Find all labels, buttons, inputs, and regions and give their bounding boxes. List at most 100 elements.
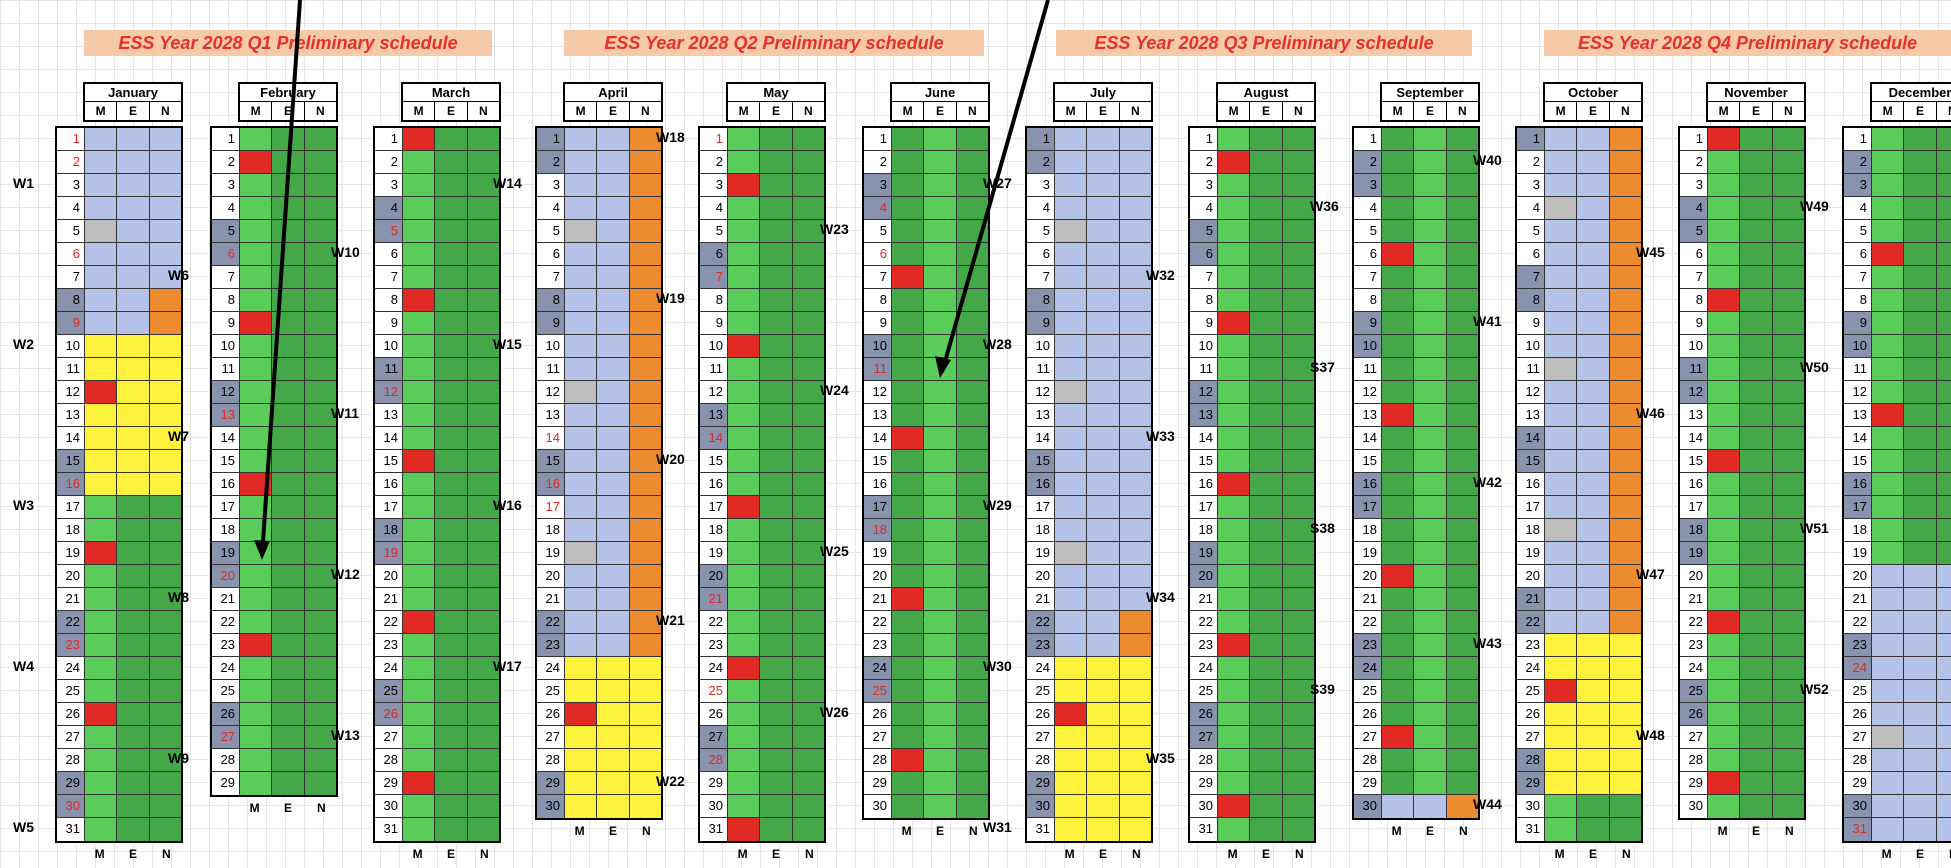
shift-cell[interactable] <box>1609 657 1641 679</box>
shift-cell[interactable] <box>117 335 150 357</box>
shift-cell[interactable] <box>435 450 468 472</box>
shift-cell[interactable] <box>1282 588 1314 610</box>
shift-cell[interactable] <box>1740 657 1773 679</box>
shift-cell[interactable] <box>1740 174 1773 196</box>
shift-cell[interactable] <box>1055 588 1088 610</box>
shift-cell[interactable] <box>1087 749 1120 771</box>
shift-cell[interactable] <box>1382 174 1415 196</box>
shift-cell[interactable] <box>760 496 793 518</box>
shift-cell[interactable] <box>304 220 336 242</box>
shift-cell[interactable] <box>1218 358 1251 380</box>
shift-cell[interactable] <box>1936 680 1951 702</box>
shift-cell[interactable] <box>1772 795 1804 818</box>
shift-cell[interactable] <box>924 657 957 679</box>
shift-cell[interactable] <box>1936 335 1951 357</box>
shift-cell[interactable] <box>1577 565 1610 587</box>
shift-cell[interactable] <box>1872 473 1905 495</box>
shift-cell[interactable] <box>1414 749 1447 771</box>
shift-cell[interactable] <box>435 358 468 380</box>
shift-cell[interactable] <box>760 243 793 265</box>
shift-cell[interactable] <box>728 634 761 656</box>
shift-cell[interactable] <box>1087 128 1120 150</box>
shift-cell[interactable] <box>956 565 988 587</box>
shift-cell[interactable] <box>792 128 824 150</box>
shift-cell[interactable] <box>792 611 824 633</box>
shift-cell[interactable] <box>1250 266 1283 288</box>
shift-cell[interactable] <box>85 174 118 196</box>
shift-cell[interactable] <box>1055 519 1088 541</box>
shift-cell[interactable] <box>597 404 630 426</box>
shift-cell[interactable] <box>1740 749 1773 771</box>
shift-cell[interactable] <box>1708 312 1741 334</box>
shift-cell[interactable] <box>629 427 661 449</box>
shift-cell[interactable] <box>1087 266 1120 288</box>
shift-cell[interactable] <box>1904 795 1937 817</box>
shift-cell[interactable] <box>149 565 181 587</box>
shift-cell[interactable] <box>1087 772 1120 794</box>
shift-cell[interactable] <box>1772 680 1804 702</box>
shift-cell[interactable] <box>1904 565 1937 587</box>
shift-cell[interactable] <box>629 496 661 518</box>
shift-cell[interactable] <box>240 197 273 219</box>
shift-cell[interactable] <box>1545 588 1578 610</box>
shift-cell[interactable] <box>1282 220 1314 242</box>
shift-cell[interactable] <box>892 128 925 150</box>
shift-cell[interactable] <box>1936 450 1951 472</box>
shift-cell[interactable] <box>1055 243 1088 265</box>
shift-cell[interactable] <box>1055 542 1088 564</box>
shift-cell[interactable] <box>1446 404 1478 426</box>
shift-cell[interactable] <box>117 657 150 679</box>
shift-cell[interactable] <box>1577 289 1610 311</box>
shift-cell[interactable] <box>1414 381 1447 403</box>
shift-cell[interactable] <box>1446 496 1478 518</box>
shift-cell[interactable] <box>1740 565 1773 587</box>
shift-cell[interactable] <box>565 542 598 564</box>
shift-cell[interactable] <box>597 197 630 219</box>
shift-cell[interactable] <box>85 427 118 449</box>
shift-cell[interactable] <box>149 588 181 610</box>
shift-cell[interactable] <box>1446 381 1478 403</box>
shift-cell[interactable] <box>1740 772 1773 794</box>
shift-cell[interactable] <box>435 565 468 587</box>
shift-cell[interactable] <box>760 174 793 196</box>
shift-cell[interactable] <box>1119 266 1151 288</box>
shift-cell[interactable] <box>760 772 793 794</box>
shift-cell[interactable] <box>1904 404 1937 426</box>
shift-cell[interactable] <box>1740 266 1773 288</box>
shift-cell[interactable] <box>272 657 305 679</box>
shift-cell[interactable] <box>1218 381 1251 403</box>
shift-cell[interactable] <box>85 220 118 242</box>
shift-cell[interactable] <box>85 772 118 794</box>
shift-cell[interactable] <box>760 588 793 610</box>
shift-cell[interactable] <box>85 588 118 610</box>
shift-cell[interactable] <box>1609 565 1641 587</box>
shift-cell[interactable] <box>1708 795 1741 818</box>
shift-cell[interactable] <box>1904 381 1937 403</box>
shift-cell[interactable] <box>892 404 925 426</box>
shift-cell[interactable] <box>1904 358 1937 380</box>
shift-cell[interactable] <box>1382 450 1415 472</box>
shift-cell[interactable] <box>760 818 793 841</box>
shift-cell[interactable] <box>1708 427 1741 449</box>
shift-cell[interactable] <box>956 795 988 818</box>
shift-cell[interactable] <box>760 335 793 357</box>
shift-cell[interactable] <box>85 496 118 518</box>
shift-cell[interactable] <box>1904 473 1937 495</box>
shift-cell[interactable] <box>149 496 181 518</box>
shift-cell[interactable] <box>1414 243 1447 265</box>
shift-cell[interactable] <box>85 473 118 495</box>
shift-cell[interactable] <box>1119 174 1151 196</box>
shift-cell[interactable] <box>629 795 661 818</box>
shift-cell[interactable] <box>272 266 305 288</box>
shift-cell[interactable] <box>1740 128 1773 150</box>
shift-cell[interactable] <box>728 611 761 633</box>
shift-cell[interactable] <box>1772 312 1804 334</box>
shift-cell[interactable] <box>1545 220 1578 242</box>
shift-cell[interactable] <box>1936 289 1951 311</box>
shift-cell[interactable] <box>892 496 925 518</box>
shift-cell[interactable] <box>403 542 436 564</box>
shift-cell[interactable] <box>403 220 436 242</box>
shift-cell[interactable] <box>85 266 118 288</box>
shift-cell[interactable] <box>149 151 181 173</box>
shift-cell[interactable] <box>924 519 957 541</box>
